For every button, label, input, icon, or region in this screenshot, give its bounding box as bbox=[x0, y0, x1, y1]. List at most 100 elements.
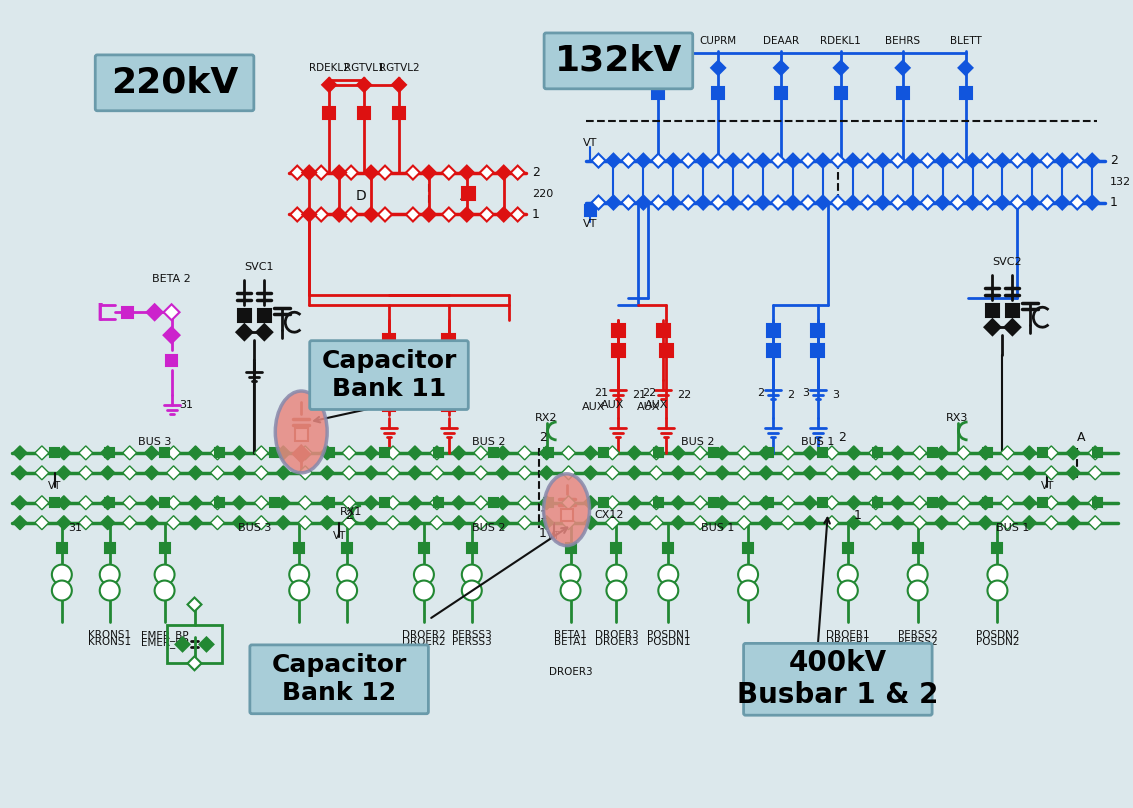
Polygon shape bbox=[891, 196, 904, 209]
Text: PERSS2: PERSS2 bbox=[897, 630, 937, 641]
Bar bbox=[708, 499, 717, 507]
Text: A: A bbox=[460, 188, 469, 203]
Polygon shape bbox=[891, 516, 904, 530]
Polygon shape bbox=[715, 516, 730, 530]
Polygon shape bbox=[985, 319, 1000, 335]
Polygon shape bbox=[649, 466, 663, 480]
Polygon shape bbox=[637, 196, 650, 209]
Polygon shape bbox=[979, 516, 993, 530]
Polygon shape bbox=[1000, 466, 1014, 480]
Polygon shape bbox=[801, 196, 815, 209]
Text: 31: 31 bbox=[179, 400, 194, 410]
Polygon shape bbox=[496, 208, 511, 221]
Polygon shape bbox=[693, 496, 707, 510]
Polygon shape bbox=[1066, 466, 1080, 480]
Bar bbox=[896, 86, 909, 99]
Polygon shape bbox=[211, 466, 224, 480]
Polygon shape bbox=[314, 166, 329, 179]
Circle shape bbox=[100, 581, 120, 600]
Polygon shape bbox=[1055, 196, 1070, 209]
Bar bbox=[462, 187, 475, 200]
Polygon shape bbox=[956, 446, 971, 460]
Polygon shape bbox=[772, 196, 785, 209]
Polygon shape bbox=[921, 154, 935, 167]
Bar bbox=[764, 448, 773, 457]
Bar bbox=[489, 448, 499, 457]
Polygon shape bbox=[163, 305, 179, 320]
Bar bbox=[657, 324, 670, 337]
Polygon shape bbox=[276, 446, 290, 460]
Polygon shape bbox=[956, 496, 971, 510]
Text: EMER_BP: EMER_BP bbox=[140, 630, 188, 642]
Bar bbox=[1038, 499, 1047, 507]
Polygon shape bbox=[869, 446, 883, 460]
Bar bbox=[238, 309, 250, 322]
Bar bbox=[160, 499, 169, 507]
Polygon shape bbox=[816, 154, 829, 167]
Polygon shape bbox=[756, 196, 770, 209]
Polygon shape bbox=[965, 196, 980, 209]
Polygon shape bbox=[145, 496, 159, 510]
Polygon shape bbox=[956, 516, 971, 530]
Bar bbox=[323, 107, 335, 119]
Polygon shape bbox=[79, 516, 93, 530]
Text: 132: 132 bbox=[1110, 177, 1131, 187]
Bar bbox=[612, 343, 625, 356]
Bar bbox=[767, 343, 780, 356]
Polygon shape bbox=[237, 324, 253, 340]
Polygon shape bbox=[891, 154, 904, 167]
Polygon shape bbox=[979, 496, 993, 510]
Polygon shape bbox=[738, 446, 751, 460]
Bar bbox=[1092, 448, 1101, 457]
Bar bbox=[612, 324, 625, 337]
Polygon shape bbox=[869, 516, 883, 530]
Polygon shape bbox=[518, 466, 531, 480]
Polygon shape bbox=[756, 154, 770, 167]
Polygon shape bbox=[276, 466, 290, 480]
Polygon shape bbox=[726, 196, 740, 209]
Polygon shape bbox=[188, 466, 203, 480]
Polygon shape bbox=[442, 166, 455, 179]
Text: 21: 21 bbox=[595, 388, 608, 398]
Polygon shape bbox=[378, 166, 392, 179]
Polygon shape bbox=[1040, 154, 1055, 167]
Polygon shape bbox=[781, 516, 795, 530]
Polygon shape bbox=[232, 496, 246, 510]
Polygon shape bbox=[696, 154, 710, 167]
Polygon shape bbox=[298, 516, 313, 530]
Polygon shape bbox=[496, 496, 510, 510]
Polygon shape bbox=[344, 166, 358, 179]
Text: SVC1: SVC1 bbox=[245, 263, 274, 272]
Text: POSDN1: POSDN1 bbox=[647, 630, 690, 641]
Polygon shape bbox=[386, 446, 400, 460]
Bar bbox=[585, 204, 596, 217]
Polygon shape bbox=[511, 208, 525, 221]
Circle shape bbox=[658, 581, 679, 600]
Bar bbox=[258, 309, 271, 322]
Text: DEAAR: DEAAR bbox=[763, 36, 799, 46]
Polygon shape bbox=[101, 496, 114, 510]
Text: 2: 2 bbox=[757, 388, 764, 398]
Polygon shape bbox=[726, 154, 740, 167]
Text: BLETT: BLETT bbox=[949, 36, 981, 46]
Text: AUX: AUX bbox=[637, 402, 661, 412]
Bar bbox=[104, 543, 114, 553]
Polygon shape bbox=[35, 446, 49, 460]
Text: 220: 220 bbox=[531, 188, 553, 199]
Text: 3: 3 bbox=[832, 390, 838, 400]
Polygon shape bbox=[1085, 154, 1099, 167]
Text: POSDN1: POSDN1 bbox=[647, 638, 690, 647]
Polygon shape bbox=[834, 61, 847, 75]
Polygon shape bbox=[825, 446, 838, 460]
Polygon shape bbox=[803, 446, 817, 460]
Polygon shape bbox=[825, 466, 838, 480]
Polygon shape bbox=[479, 166, 494, 179]
Polygon shape bbox=[936, 154, 949, 167]
Polygon shape bbox=[314, 208, 329, 221]
Text: RX2: RX2 bbox=[536, 413, 557, 423]
Polygon shape bbox=[876, 154, 889, 167]
Circle shape bbox=[462, 581, 482, 600]
Text: 1: 1 bbox=[854, 509, 862, 522]
Polygon shape bbox=[628, 516, 641, 530]
Polygon shape bbox=[651, 196, 665, 209]
